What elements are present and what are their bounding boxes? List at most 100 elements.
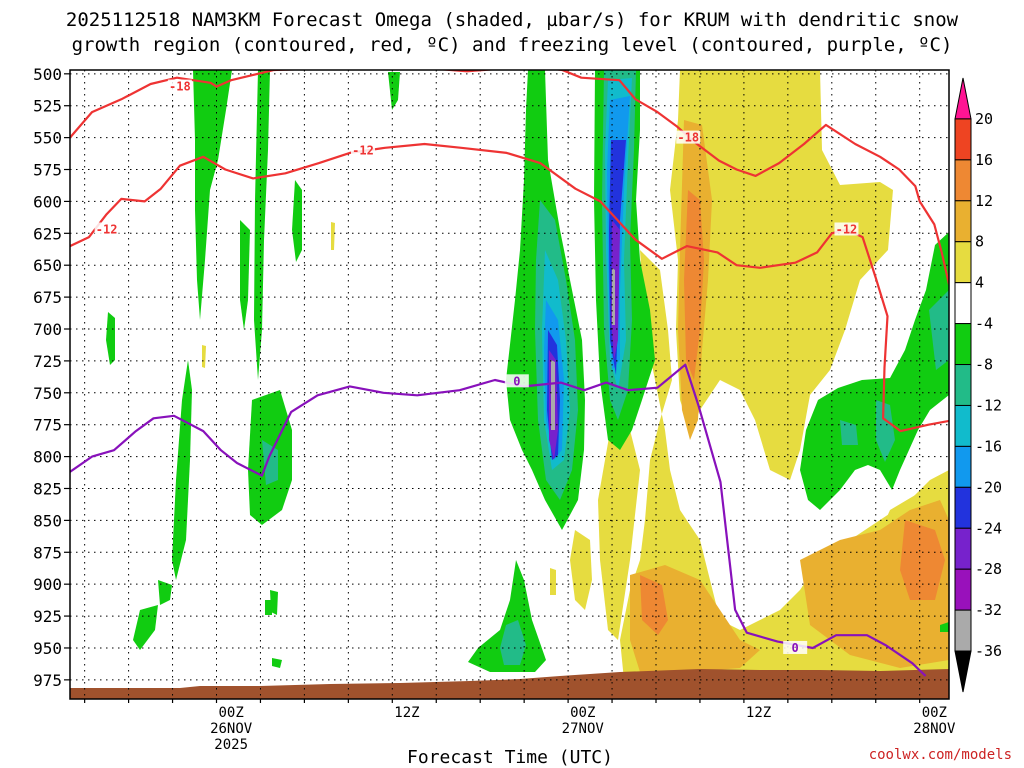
rising-column-A2 [172,360,192,580]
rising-thin-1 [292,180,302,262]
sinking-thin-3 [550,568,556,595]
x-tick-label: 12Z [394,705,419,721]
colorbar-bin [954,364,972,406]
contour-label-bg [351,143,375,157]
colorbar-bin [954,200,972,243]
rising-column-E-lower-teal [500,620,526,665]
colorbar-bin [954,486,972,529]
contour-label: -18 [169,80,191,94]
colorbar-label: 20 [975,110,993,128]
rising-east-teal-3 [840,420,858,445]
colorbar-label: 12 [975,192,993,210]
contour-label-bg [676,130,701,144]
colorbar-label: -36 [975,642,1002,660]
rising-column-D [254,70,270,380]
y-tick-label: 750 [33,384,62,403]
contour-label: -12 [836,222,858,236]
rising-column-A [193,70,232,320]
colorbar-label: -16 [975,437,1002,455]
contour-label: 0 [513,374,520,388]
rising-tiny-east [940,622,949,632]
rising-column-C3 [262,440,278,485]
plot-frame [69,69,950,700]
contour-label-bg [783,640,808,654]
rising-east-teal [876,400,895,462]
colorbar-label: 16 [975,151,993,169]
strong-core-1 [551,360,555,430]
rising-east-teal-2 [929,290,949,370]
rising-column-B2 [133,605,158,650]
rising-tiny-1 [265,600,272,615]
y-tick-label: 850 [33,511,62,530]
contour-label-bg [167,79,192,93]
y-tick-label: 900 [33,575,62,594]
y-tick-label: 650 [33,256,62,275]
title-line-1: 2025112518 NAM3KM Forecast Omega (shaded… [66,9,959,31]
y-tick-label: 800 [33,448,62,467]
colorbar-bin [954,568,972,611]
contour-label: -18 [677,131,699,145]
credit-text[interactable]: coolwx.com/models [869,747,1012,763]
rising-thin-3 [388,72,400,110]
colorbar-bin [954,404,972,447]
y-tick-label: 500 [33,65,62,84]
colorbar-label: -8 [975,356,993,374]
colorbar-label: -28 [975,560,1002,578]
colorbar-label: -32 [975,601,1002,619]
colorbar-label: -24 [975,519,1002,537]
rising-column-C [240,220,250,330]
colorbar-bin [954,609,972,652]
y-tick-label: 575 [33,161,62,180]
x-tick-label: 26NOV [210,721,253,737]
y-tick-label: 525 [33,97,62,116]
chart-title: 2025112518 NAM3KM Forecast Omega (shaded… [66,9,959,56]
colorbar: 20 16 12 8 4 -4 -8 -12 -16 -20 -24 -28 -32 -36 [954,77,1002,693]
y-tick-label: 725 [33,352,62,371]
y-tick-label: 550 [33,129,62,148]
sinking-thin-1 [202,345,206,368]
y-axis: 500 525 550 575 600 625 650 675 700 725 750 775 800 8… [33,65,70,690]
sinking-area-upper-right [670,70,893,480]
rising-thin-5 [272,658,282,668]
contour-label-bg [94,222,119,236]
y-tick-label: 975 [33,671,62,690]
x-tick-label: 28NOV [913,721,956,737]
y-tick-label: 875 [33,543,62,562]
colorbar-label: -4 [975,315,993,333]
x-tick-label: 00Z [922,705,947,721]
colorbar-bin [954,77,972,120]
sinking-core-orange-6 [900,520,945,600]
y-tick-label: 700 [33,320,62,339]
sinking-blob-lower [570,530,592,610]
contour-label: -12 [352,143,374,157]
x-tick-label: 00Z [570,705,595,721]
sinking-area-left-strip [598,420,640,640]
sinking-core-orange-5 [640,575,668,635]
contour-label-bg [504,374,529,388]
y-tick-label: 625 [33,224,62,243]
colorbar-bin [954,527,972,570]
colorbar-bin [954,650,972,693]
colorbar-bin [954,241,972,284]
colorbar-label: -12 [975,396,1002,414]
y-tick-label: 775 [33,416,62,435]
rising-column-E-lower [468,560,546,672]
colorbar-label: 4 [975,274,984,292]
y-tick-label: 600 [33,192,62,211]
contour-label: 0 [792,641,799,655]
y-tick-label: 925 [33,607,62,626]
y-tick-label: 950 [33,639,62,658]
rising-east [800,232,949,510]
contour-label: -12 [96,222,118,236]
colorbar-bin [954,323,972,366]
rising-column-B [158,580,172,605]
x-axis-label: Forecast Time (UTC) [407,747,613,768]
sinking-thin-2 [331,222,335,250]
colorbar-bin [954,159,972,202]
terrain [70,669,949,699]
colorbar-label: -20 [975,478,1002,496]
x-tick-label: 00Z [219,705,244,721]
y-tick-label: 675 [33,288,62,307]
